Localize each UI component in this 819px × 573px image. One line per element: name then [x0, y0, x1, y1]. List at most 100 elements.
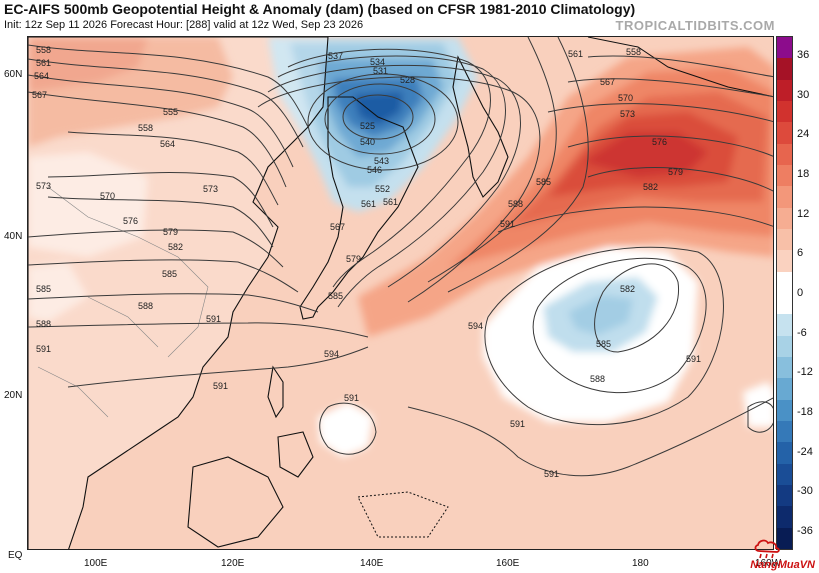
japan-coast — [299, 96, 419, 320]
colorbar-bin — [777, 335, 792, 358]
contour-label: 591 — [206, 314, 221, 324]
colorbar-bin — [777, 143, 792, 166]
contour-label: 588 — [590, 374, 605, 384]
colorbar-tick-label: 12 — [797, 207, 810, 220]
taiwan-luzon-coast — [267, 365, 284, 419]
contour-label: 561 — [361, 199, 376, 209]
colorbar-bin — [777, 421, 792, 443]
contour-label: 591 — [213, 381, 228, 391]
contour-label: 525 — [360, 121, 375, 131]
contour-label: 561 — [383, 197, 398, 207]
contour-label: 594 — [324, 349, 339, 359]
colorbar-bin — [777, 314, 792, 337]
colorbar-bin — [777, 79, 792, 102]
contour-label: 591 — [544, 469, 559, 479]
colorbar-bin — [777, 250, 792, 273]
contour-label: 579 — [668, 167, 683, 177]
height-contours — [28, 37, 773, 477]
colorbar-bin — [777, 122, 792, 145]
colorbar-bin — [777, 506, 792, 529]
anomaly-colorbar — [776, 36, 793, 550]
contour-label: 591 — [510, 419, 525, 429]
watermark-text: NangMuaVN — [750, 559, 815, 571]
contour-label: 582 — [168, 242, 183, 252]
borneo-coast — [187, 456, 284, 548]
contour-label: 579 — [346, 254, 361, 264]
anomaly-field — [28, 37, 773, 457]
colorbar-tick-label: 0 — [797, 287, 804, 299]
colorbar-tick-label: 18 — [797, 168, 810, 180]
contour-label: 588 — [508, 199, 523, 209]
lon-label-140e: 140E — [360, 558, 384, 569]
philippines-coast — [277, 431, 314, 478]
contour-label: 567 — [600, 77, 615, 87]
colorbar-tick-label: -12 — [797, 366, 813, 379]
contour-label: 546 — [367, 165, 382, 175]
contour-label: 591 — [344, 393, 359, 403]
contour-label: 540 — [360, 137, 375, 147]
contour-label: 585 — [536, 177, 551, 187]
colorbar-tick-label: 6 — [797, 247, 804, 260]
contour-label: 558 — [36, 45, 51, 55]
contour-label: 558 — [626, 47, 641, 57]
contour-labels: 558 561 564 567 555 558 564 573 570 573 … — [32, 45, 701, 479]
contour-label: 585 — [162, 269, 177, 279]
colorbar-tick-label: 24 — [797, 128, 810, 141]
colorbar-tick-label: 36 — [797, 49, 810, 61]
pacific-islands — [357, 491, 449, 538]
colorbar-tick-label: -18 — [797, 406, 813, 418]
contour-label: 576 — [652, 137, 667, 147]
contour-label: 570 — [100, 191, 115, 201]
contour-label: 555 — [163, 107, 178, 117]
lat-label-60n: 60N — [4, 69, 23, 80]
contour-label: 543 — [374, 156, 389, 166]
contour-label: 537 — [328, 51, 343, 61]
cloud-sun-rain-icon — [751, 537, 783, 564]
lon-label-120e: 120E — [221, 558, 245, 569]
weather-map: 558 561 564 567 555 558 564 573 570 573 … — [27, 36, 774, 550]
colorbar-tick-label: -6 — [797, 326, 807, 339]
contour-label: 552 — [375, 184, 390, 194]
chart-title: EC-AIFS 500mb Geopotential Height & Anom… — [4, 1, 636, 17]
colorbar-bin — [777, 485, 792, 507]
contour-label: 588 — [36, 319, 51, 329]
contour-label: 591 — [36, 344, 51, 354]
colorbar-tick-label: -36 — [797, 525, 813, 537]
contour-label: 534 — [370, 57, 385, 67]
contour-label: 573 — [36, 181, 51, 191]
lon-label-160w: 160W — [755, 558, 782, 569]
contour-label: 594 — [468, 321, 483, 331]
colorbar-bin — [777, 101, 792, 123]
lon-label-180: 180 — [632, 558, 649, 569]
colorbar-tick-label: 30 — [797, 88, 810, 101]
contour-label: 585 — [596, 339, 611, 349]
contour-label: 591 — [500, 219, 515, 229]
lat-label-40n: 40N — [4, 231, 23, 242]
site-brand: TROPICALTIDBITS.COM — [615, 18, 775, 33]
contour-label: 582 — [620, 284, 635, 294]
colorbar-bin — [777, 37, 792, 59]
contour-label: 588 — [138, 301, 153, 311]
colorbar-bin — [777, 463, 792, 486]
map-canvas: 558 561 564 567 555 558 564 573 570 573 … — [28, 37, 773, 549]
nangmuavn-watermark: NangMuaVN — [719, 537, 815, 571]
contour-label: 591 — [686, 354, 701, 364]
contour-label: 564 — [34, 71, 49, 81]
contour-label: 564 — [160, 139, 175, 149]
colorbar-bin — [777, 527, 792, 549]
contour-label: 528 — [400, 75, 415, 85]
colorbar-bin — [777, 58, 792, 81]
contour-label: 573 — [620, 109, 635, 119]
colorbar-tick-label: -24 — [797, 445, 813, 458]
contour-label: 576 — [123, 216, 138, 226]
contour-label: 579 — [163, 227, 178, 237]
colorbar-bin — [777, 293, 792, 315]
colorbar-bin — [777, 186, 792, 209]
colorbar-bin — [777, 357, 792, 379]
colorbar-bin — [777, 165, 792, 187]
contour-label: 531 — [373, 66, 388, 76]
colorbar-bin — [777, 442, 792, 465]
colorbar-bin — [777, 271, 792, 294]
contour-label: 582 — [643, 182, 658, 192]
borders — [37, 186, 209, 418]
